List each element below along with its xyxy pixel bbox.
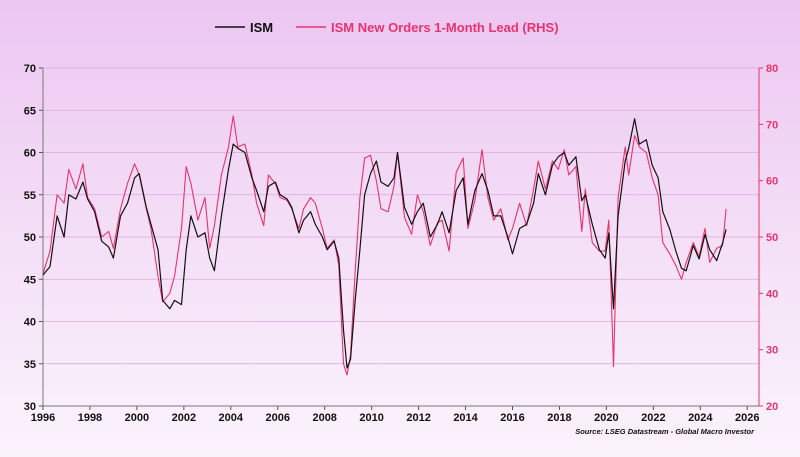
x-tick-label: 2000 xyxy=(125,412,149,424)
x-tick-label: 1996 xyxy=(31,412,55,424)
x-tick-label: 2022 xyxy=(641,412,665,424)
x-tick-label: 1998 xyxy=(78,412,102,424)
right-tick-label: 80 xyxy=(766,63,778,75)
x-tick-label: 2008 xyxy=(312,412,336,424)
legend: ISM ISM New Orders 1-Month Lead (RHS) xyxy=(215,20,559,35)
x-tick-label: 2026 xyxy=(735,412,759,424)
right-tick-label: 50 xyxy=(766,232,778,244)
x-tick-label: 2004 xyxy=(219,412,244,424)
left-tick-label: 65 xyxy=(24,105,36,117)
left-tick-label: 45 xyxy=(24,274,36,286)
x-tick-label: 2002 xyxy=(172,412,196,424)
x-tick-label: 2020 xyxy=(594,412,618,424)
left-tick-label: 35 xyxy=(24,359,36,371)
series-lines xyxy=(42,115,727,376)
series-line-new-orders xyxy=(42,115,727,376)
gridlines xyxy=(43,67,759,365)
left-tick-label: 60 xyxy=(24,148,36,160)
x-tick-label: 2010 xyxy=(359,412,383,424)
source-note: Source: LSEG Datastream - Global Macro I… xyxy=(575,427,755,436)
left-tick-label: 40 xyxy=(24,317,36,329)
axis-lines xyxy=(42,68,760,407)
legend-label-ism: ISM xyxy=(250,20,273,35)
legend-label-new-orders: ISM New Orders 1-Month Lead (RHS) xyxy=(331,20,559,35)
right-tick-label: 30 xyxy=(766,345,778,357)
x-tick-label: 2014 xyxy=(453,412,478,424)
x-tick-label: 2006 xyxy=(266,412,290,424)
left-y-axis: 30 35 40 45 50 55 60 65 70 xyxy=(24,63,43,413)
series-line-ism xyxy=(42,118,727,369)
left-tick-label: 30 xyxy=(24,401,36,413)
right-tick-label: 40 xyxy=(766,288,778,300)
left-tick-label: 70 xyxy=(24,63,36,75)
right-tick-label: 60 xyxy=(766,176,778,188)
x-tick-label: 2018 xyxy=(547,412,571,424)
left-tick-label: 55 xyxy=(24,190,36,202)
x-tick-label: 2024 xyxy=(688,412,713,424)
right-tick-label: 70 xyxy=(766,119,778,131)
right-tick-label: 20 xyxy=(766,401,778,413)
right-y-axis: 20 30 40 50 60 70 80 xyxy=(759,63,778,413)
x-axis: 1996 1998 2000 2002 2004 2006 2008 2010 2012 2014… xyxy=(31,406,760,424)
x-tick-label: 2012 xyxy=(406,412,430,424)
left-tick-label: 50 xyxy=(24,232,36,244)
x-tick-label: 2016 xyxy=(500,412,524,424)
